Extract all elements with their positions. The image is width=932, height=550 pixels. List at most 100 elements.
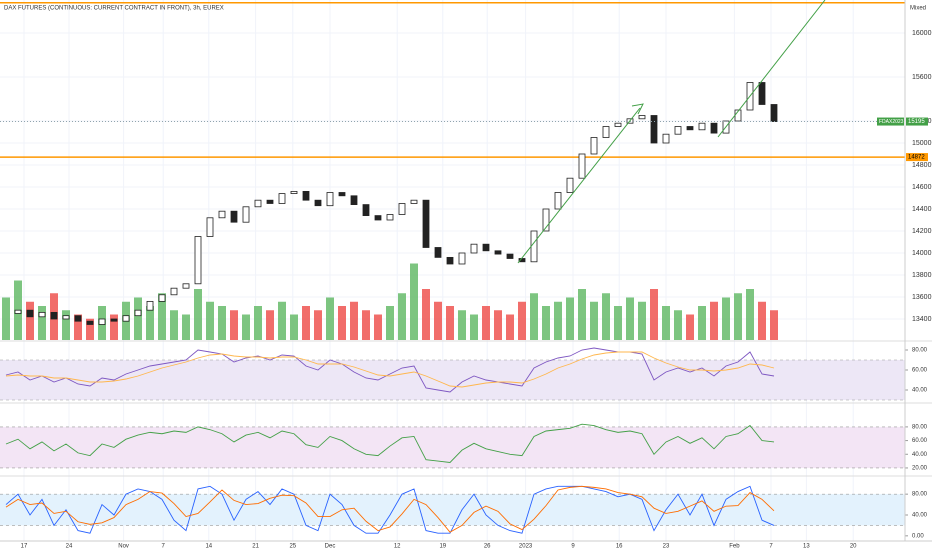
pane-tick-label: 60.00 [912, 368, 928, 374]
support-badge [906, 153, 928, 162]
volume-bar [386, 306, 394, 340]
volume-bar [518, 301, 526, 340]
candle-body [470, 243, 478, 254]
candle-body [158, 294, 166, 302]
volume-bar [602, 293, 610, 340]
y-tick-label: 15600 [912, 74, 932, 81]
candle-body [194, 236, 202, 285]
candle-body [230, 210, 238, 223]
candle-body [350, 195, 358, 205]
candle-body [86, 320, 94, 325]
volume-bar [62, 310, 70, 340]
indicator-line [5, 423, 775, 463]
y-tick-label: 14000 [912, 250, 932, 257]
volume-bar [242, 314, 250, 340]
x-tick-label: Dec [325, 544, 336, 550]
volume-bar [146, 306, 154, 340]
x-tick-label: 23 [663, 544, 670, 550]
x-tick-label: 24 [66, 544, 73, 550]
candle-body [662, 133, 670, 144]
candle-body [206, 217, 214, 237]
volume-bar [110, 314, 118, 340]
volume-bar [590, 301, 598, 340]
volume-bar [578, 289, 586, 340]
candle-body [242, 206, 250, 223]
candle-body [506, 253, 514, 259]
volume-bar [410, 263, 418, 340]
candle-body [614, 122, 622, 127]
marks: 14872 FDAX2023 15195 [0, 1, 928, 340]
candle-body [422, 199, 430, 248]
volume-bar [758, 301, 766, 340]
candle-body [590, 137, 598, 155]
volume-bar [650, 289, 658, 340]
volume-bar [338, 306, 346, 340]
candle-body [602, 126, 610, 138]
y-tick-label: 13800 [912, 272, 932, 279]
candle-body [530, 230, 538, 263]
volume-bar [326, 297, 334, 340]
candle-body [710, 122, 718, 134]
x-tick-label: Feb [729, 544, 740, 550]
volume-bar [566, 297, 574, 340]
volume-bar [182, 314, 190, 340]
candle-body [650, 115, 658, 144]
volume-bar [626, 297, 634, 340]
candle-body [302, 190, 310, 201]
pane-tick-label: 0.00 [912, 533, 924, 539]
candle-body [26, 309, 34, 318]
pane-tick-label: 20.00 [912, 466, 928, 472]
pane-tick-label: 80.00 [912, 348, 928, 354]
pane-tick-label: 80.00 [912, 424, 928, 430]
candle-body [638, 115, 646, 120]
candle-body [770, 104, 778, 122]
candle-body [458, 252, 466, 265]
candle-body [338, 192, 346, 197]
candle-body [254, 199, 262, 208]
trend-line [717, 0, 826, 138]
volume-bar [266, 310, 274, 340]
volume-bar [698, 306, 706, 340]
x-tick-label: 7 [162, 544, 166, 550]
volume-bar [422, 289, 430, 340]
candle-body [266, 199, 274, 204]
volume-bar [290, 314, 298, 340]
volume-bar [638, 301, 646, 340]
candle-body [38, 311, 46, 318]
price-label: 15195 [908, 119, 925, 125]
candle-body [14, 309, 22, 314]
candle-body [398, 203, 406, 215]
candle-body [674, 126, 682, 135]
volume-bar [710, 301, 718, 340]
volume-bar [554, 301, 562, 340]
candle-body [362, 204, 370, 216]
candle-body [278, 193, 286, 204]
candle-body [218, 210, 226, 219]
candle-body [74, 315, 82, 322]
candle-body [386, 214, 394, 221]
pane-tick-label: 40.00 [912, 513, 928, 519]
x-tick-label: 2023 [519, 544, 533, 550]
x-tick-label: 25 [289, 544, 296, 550]
volume-bar [230, 310, 238, 340]
candle-body [326, 192, 334, 207]
candle-body [566, 177, 574, 193]
x-tick-label: Nov [118, 544, 129, 550]
pane-tick-label: 80.00 [912, 492, 928, 498]
volume-bar [170, 310, 178, 340]
volume-bar [206, 301, 214, 340]
x-tick-label: 19 [439, 544, 446, 550]
candle-body [146, 300, 154, 311]
candle-body [446, 256, 454, 265]
x-tick-label: 14 [205, 544, 212, 550]
y-tick-label: 14200 [912, 228, 932, 235]
pane-tick-label: 40.00 [912, 452, 928, 458]
volume-bar [398, 293, 406, 340]
support-label: 14872 [908, 155, 925, 161]
x-tick-label: 9 [571, 544, 575, 550]
y-tick-label: 14600 [912, 184, 932, 191]
candle-body [374, 215, 382, 221]
y-tick-label: 13600 [912, 294, 932, 301]
symbol-label: FDAX2023 [879, 119, 904, 125]
